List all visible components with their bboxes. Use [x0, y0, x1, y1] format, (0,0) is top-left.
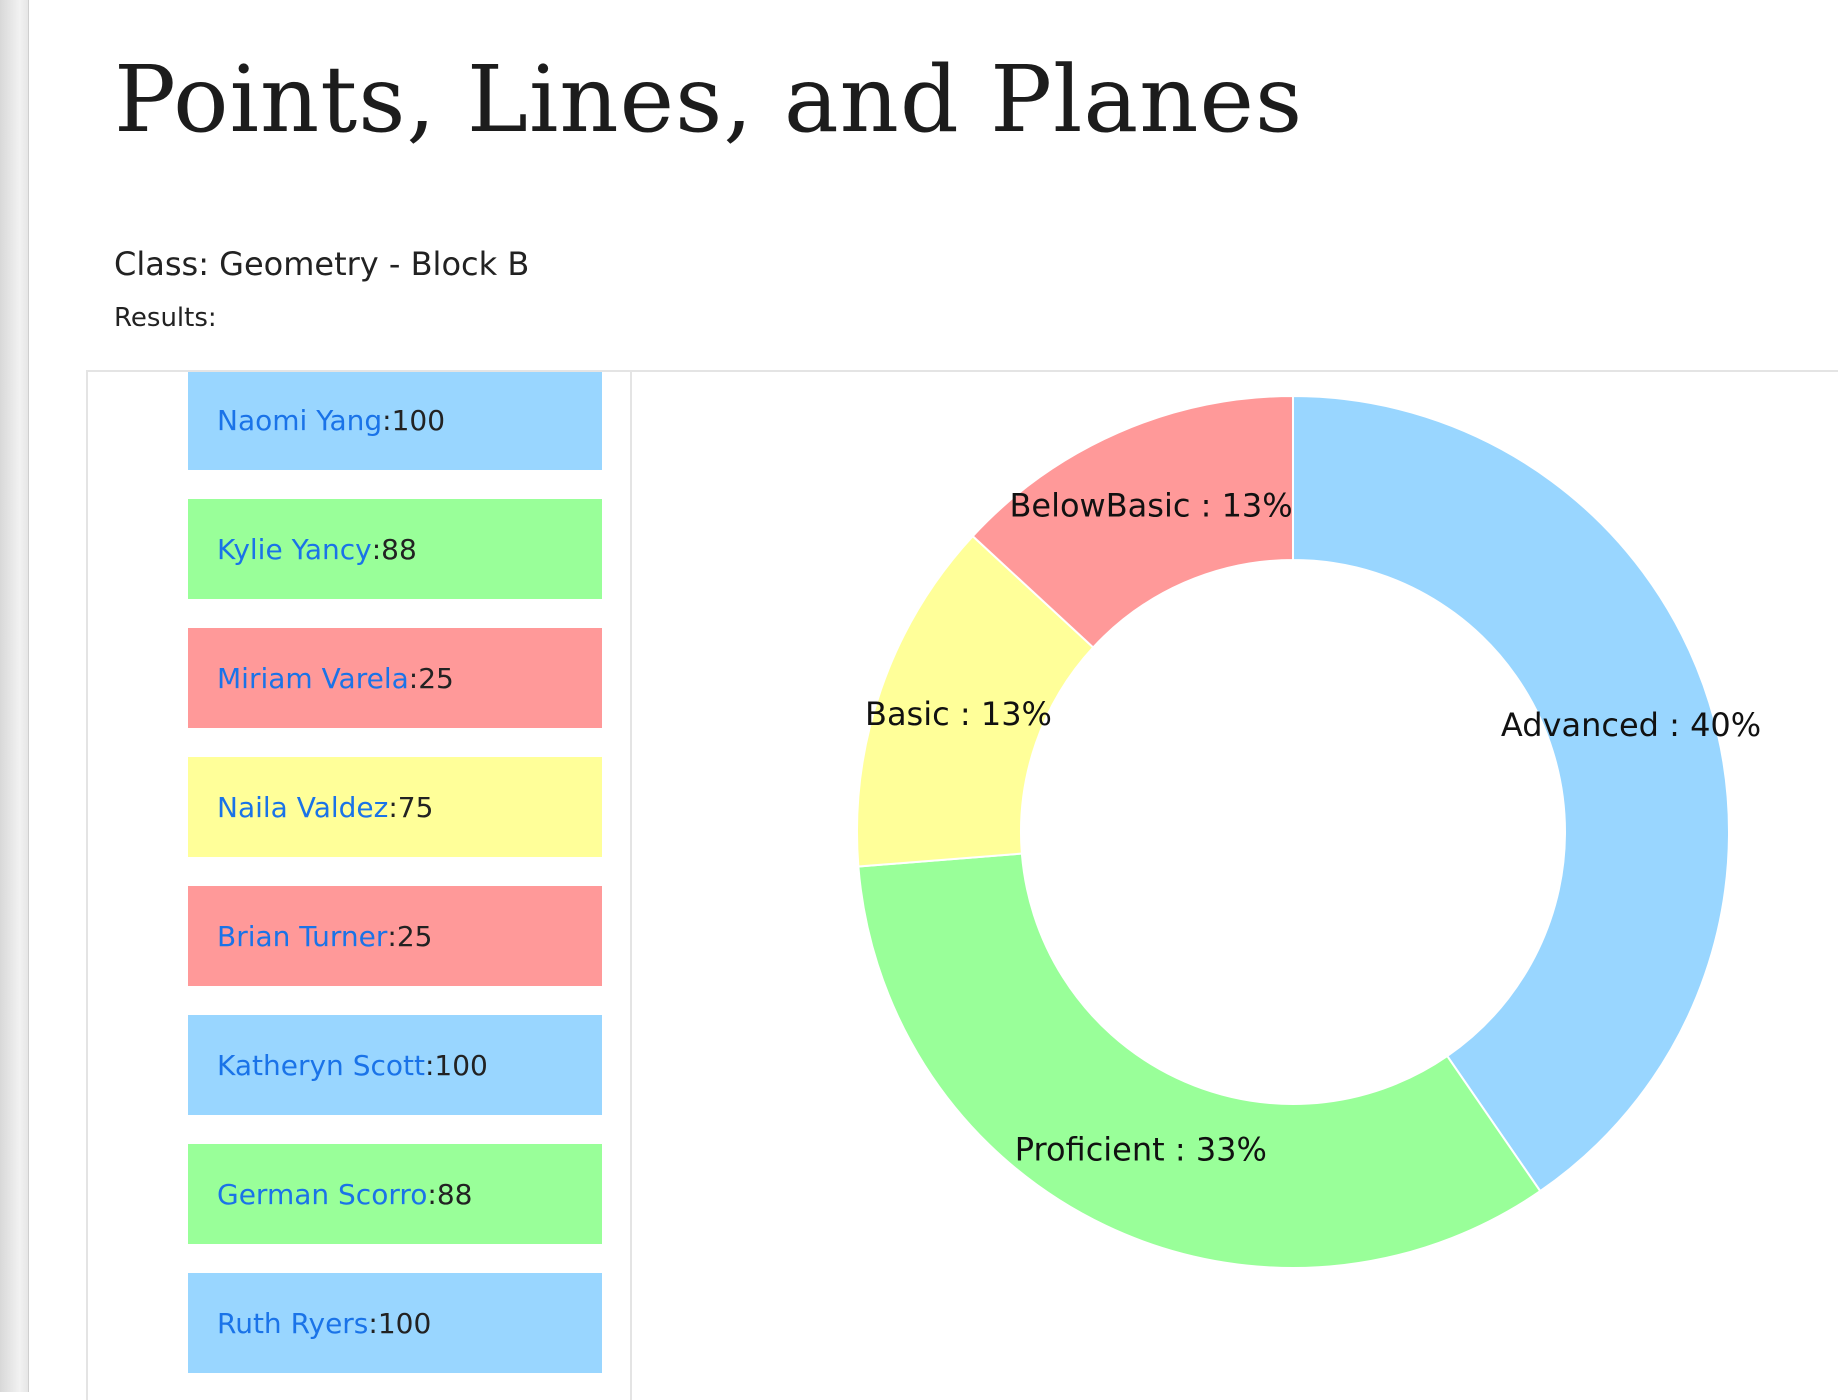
- student-name-link[interactable]: Naomi Yang: [217, 403, 383, 437]
- donut-label-belowbasic: BelowBasic : 13%: [1009, 487, 1292, 525]
- student-name-link[interactable]: Miriam Varela: [217, 661, 409, 695]
- student-score: 100: [434, 1048, 488, 1082]
- student-result-row: Brian Turner: 25: [188, 886, 602, 986]
- student-score: 25: [396, 919, 433, 953]
- student-results-panel[interactable]: Naomi Yang: 100 Kylie Yancy: 88 Miriam Var…: [86, 370, 632, 1400]
- donut-label-advanced: Advanced : 40%: [1501, 706, 1761, 744]
- results-chart-panel: Advanced : 40% Proficient : 33% Basic : 13…: [632, 370, 1838, 1400]
- student-score: 100: [377, 1306, 432, 1340]
- student-result-row: Miriam Varela: 25: [188, 628, 602, 728]
- window-left-edge: [0, 0, 29, 1392]
- score-separator: :: [427, 1177, 437, 1211]
- score-separator: :: [388, 790, 398, 824]
- score-separator: :: [382, 403, 392, 437]
- page-title: Points, Lines, and Planes: [114, 46, 1304, 153]
- student-result-row: Kylie Yancy: 88: [188, 499, 602, 599]
- student-result-row: Ruth Ryers: 100: [188, 1273, 602, 1373]
- student-score: 88: [381, 532, 417, 566]
- student-score: 75: [397, 790, 434, 824]
- results-label: Results:: [114, 303, 217, 333]
- student-score: 100: [391, 403, 446, 437]
- donut-slice-advanced: [1292, 394, 1730, 1193]
- student-name-link[interactable]: Kylie Yancy: [217, 532, 372, 566]
- score-separator: :: [371, 532, 382, 566]
- class-label: Class: Geometry - Block B: [114, 245, 530, 283]
- student-result-row: Naila Valdez: 75: [188, 757, 602, 857]
- score-separator: :: [368, 1306, 378, 1340]
- student-name-link[interactable]: Naila Valdez: [217, 790, 389, 824]
- student-score: 25: [418, 661, 454, 695]
- student-score: 88: [436, 1177, 473, 1211]
- student-result-row: Naomi Yang: 100: [188, 372, 602, 470]
- student-name-link[interactable]: Brian Turner: [217, 919, 388, 953]
- donut-label-basic: Basic : 13%: [865, 695, 1052, 733]
- score-separator: :: [408, 661, 419, 695]
- student-name-link[interactable]: German Scorro: [217, 1177, 428, 1211]
- score-separator: :: [424, 1048, 435, 1082]
- results-donut-chart: Advanced : 40% Proficient : 33% Basic : 13…: [856, 394, 1761, 1269]
- donut-slice-belowbasic: [971, 394, 1294, 649]
- student-name-link[interactable]: Ruth Ryers: [217, 1306, 369, 1340]
- student-name-link[interactable]: Katheryn Scott: [217, 1048, 425, 1082]
- student-result-row: German Scorro: 88: [188, 1144, 602, 1244]
- student-result-row: Katheryn Scott: 100: [188, 1015, 602, 1115]
- score-separator: :: [387, 919, 397, 953]
- donut-slice-proficient: [857, 852, 1542, 1269]
- donut-label-proficient: Proficient : 33%: [1015, 1131, 1267, 1169]
